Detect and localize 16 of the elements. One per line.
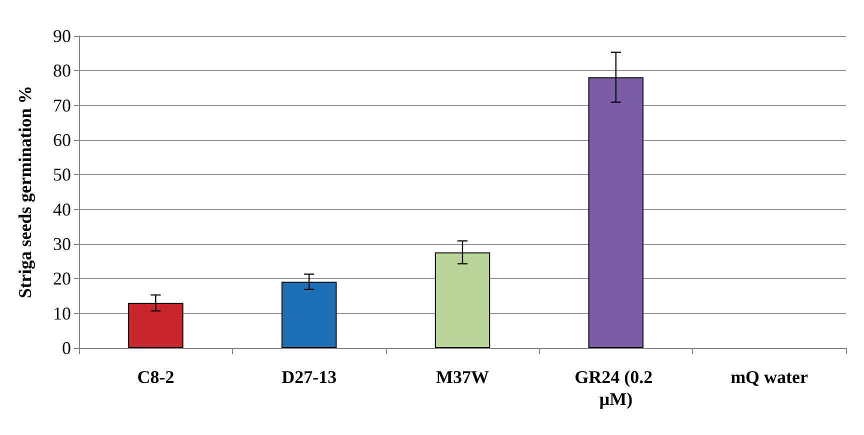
y-tick-label: 70 (53, 95, 71, 116)
y-tick-label: 80 (53, 60, 71, 81)
y-axis-title: Striga seeds germination % (15, 86, 35, 298)
y-tick-label: 50 (53, 164, 71, 185)
x-tick-label: mQ water (730, 367, 808, 387)
y-tick-label: 10 (53, 303, 71, 324)
y-tick-label: 30 (53, 234, 71, 254)
y-tick-label: 0 (62, 338, 71, 358)
x-tick-label: M37W (436, 367, 489, 387)
y-tick-label: 90 (53, 26, 71, 46)
x-tick-label: C8-2 (137, 367, 174, 387)
y-tick-label: 20 (53, 268, 71, 289)
y-tick-label: 40 (53, 199, 71, 220)
y-tick-label: 60 (53, 130, 71, 150)
x-tick-label: D27-13 (282, 367, 337, 387)
x-tick-label: GR24 (0.2 µM) (574, 367, 658, 409)
